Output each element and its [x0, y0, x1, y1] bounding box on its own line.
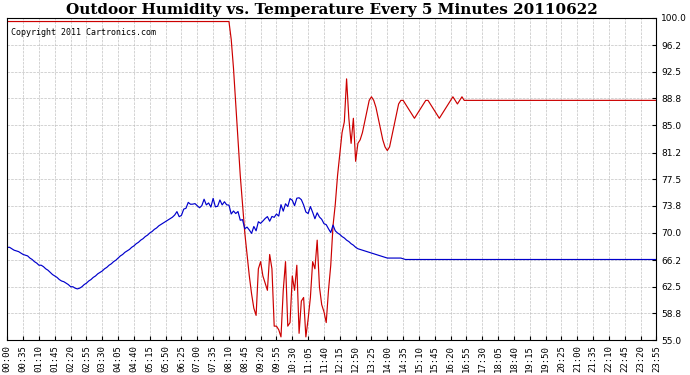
Text: Copyright 2011 Cartronics.com: Copyright 2011 Cartronics.com [10, 28, 155, 37]
Title: Outdoor Humidity vs. Temperature Every 5 Minutes 20110622: Outdoor Humidity vs. Temperature Every 5… [66, 3, 598, 17]
